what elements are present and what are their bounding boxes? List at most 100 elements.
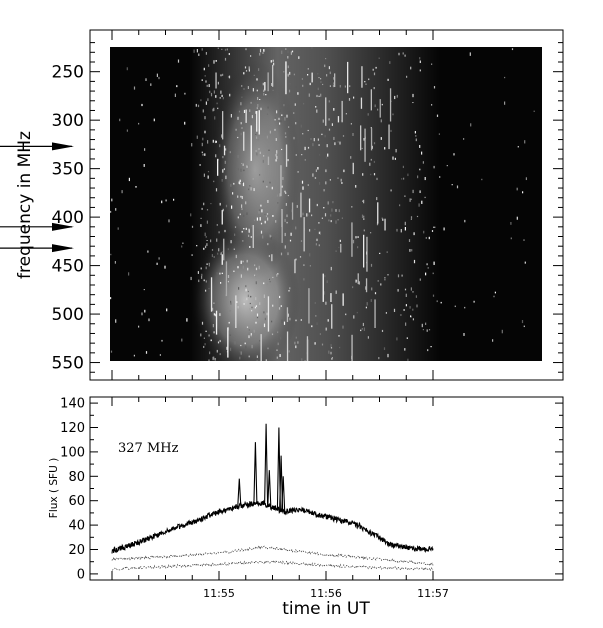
spectrogram-pixel: [234, 233, 236, 236]
spectrogram-pixel: [403, 309, 405, 311]
spectrogram-pixel: [332, 84, 335, 88]
spectrogram-pixel: [143, 289, 145, 291]
spectrogram-pixel: [363, 215, 365, 218]
spectrogram-pixel: [256, 107, 258, 110]
spectrogram-pixel: [201, 79, 203, 82]
flux-tick-label: 80: [68, 470, 85, 485]
spectrogram-pixel: [267, 106, 269, 109]
flux-tick-label: 140: [60, 397, 85, 412]
spectrogram-striation: [235, 295, 237, 328]
spectrogram-pixel: [409, 249, 411, 252]
spectrogram-pixel: [239, 179, 241, 183]
spectrogram-pixel: [262, 235, 264, 239]
spectrogram-pixel: [200, 224, 202, 227]
spectrogram-pixel: [272, 276, 274, 278]
spectrogram-pixel: [249, 185, 251, 187]
spectrogram-pixel: [297, 122, 299, 127]
spectrogram-pixel: [415, 135, 417, 137]
spectrogram-pixel: [266, 312, 268, 316]
spectrogram-pixel: [274, 117, 277, 120]
spectrogram-pixel: [244, 66, 247, 69]
spectrogram-pixel: [255, 267, 258, 271]
spectrogram-pixel: [523, 239, 525, 241]
spectrogram-pixel: [433, 86, 436, 89]
spectrogram-pixel: [237, 116, 239, 120]
spectrogram-pixel: [400, 314, 402, 316]
spectrogram-pixel: [257, 139, 259, 141]
spectrogram-pixel: [493, 295, 495, 298]
spectrogram-pixel: [191, 225, 194, 228]
spectrogram-pixel: [256, 136, 258, 139]
spectrogram-striation: [334, 73, 336, 87]
spectrogram-pixel: [324, 275, 326, 278]
spectrogram-pixel: [378, 357, 380, 360]
spectrogram-pixel: [345, 313, 347, 316]
spectrogram-pixel: [298, 56, 300, 59]
spectrogram-pixel: [208, 334, 210, 337]
spectrogram-pixel: [428, 329, 431, 331]
spectrogram-pixel: [203, 279, 205, 282]
spectrogram-pixel: [373, 87, 375, 90]
spectrogram-pixel: [423, 230, 425, 234]
spectrogram-pixel: [376, 177, 378, 181]
spectrogram-pixel: [396, 228, 398, 232]
spectrogram-pixel: [218, 248, 220, 252]
spectrogram-pixel: [266, 113, 269, 115]
spectrogram-pixel: [207, 140, 209, 144]
spectrogram-pixel: [285, 203, 287, 206]
spectrogram-pixel: [504, 101, 506, 105]
spectrogram-pixel: [451, 184, 453, 186]
spectrogram-striation: [352, 162, 354, 175]
spectrogram-pixel: [287, 65, 289, 69]
spectrogram-pixel: [309, 82, 311, 86]
spectrogram-pixel: [242, 240, 244, 242]
spectrogram-pixel: [265, 94, 267, 96]
spectrogram-pixel: [222, 73, 224, 76]
spectrogram-pixel: [240, 102, 242, 106]
spectrogram-pixel: [304, 146, 306, 151]
spectrogram-pixel: [410, 287, 412, 291]
spectrogram-pixel: [297, 92, 299, 95]
spectrogram-pixel: [425, 237, 427, 239]
spectrogram-pixel: [405, 293, 407, 297]
spectrogram-pixel: [110, 253, 112, 256]
spectrogram-pixel: [385, 312, 387, 314]
spectrogram-pixel: [225, 148, 227, 151]
spectrogram-pixel: [337, 177, 339, 179]
spectrogram-pixel: [202, 137, 204, 141]
spectrogram-pixel: [371, 287, 373, 291]
spectrogram-pixel: [330, 220, 332, 223]
spectrogram-pixel: [422, 329, 424, 331]
spectrogram-pixel: [301, 154, 303, 156]
spectrogram-pixel: [367, 336, 369, 339]
spectrogram-pixel: [217, 47, 219, 50]
spectrogram-pixel: [331, 358, 333, 360]
spectrogram-pixel: [173, 198, 175, 201]
spectrogram-pixel: [248, 329, 250, 331]
spectrogram-pixel: [259, 53, 261, 56]
spectrogram-pixel: [431, 230, 434, 232]
spectrogram-pixel: [433, 261, 435, 265]
spectrogram-striation: [361, 66, 363, 88]
spectrogram-pixel: [266, 135, 268, 139]
spectrogram-pixel: [207, 171, 210, 173]
freq-tick-label: 450: [52, 257, 84, 277]
flux-frame: [89, 396, 564, 581]
spectrogram-striation: [215, 72, 217, 89]
spectrogram-pixel: [246, 165, 248, 168]
spectrogram-pixel: [307, 214, 309, 216]
spectrogram-striation: [341, 100, 343, 123]
spectrogram-pixel: [362, 322, 364, 327]
spectrogram-pixel: [254, 264, 256, 267]
spectrogram-pixel: [245, 70, 248, 72]
spectrogram-pixel: [404, 348, 406, 351]
spectrogram-pixel: [174, 93, 176, 97]
spectrogram-pixel: [331, 208, 333, 212]
spectrogram-pixel: [240, 344, 242, 347]
spectrogram-striation: [306, 336, 309, 361]
spectrogram-pixel: [128, 177, 130, 182]
spectrogram-pixel: [318, 77, 320, 79]
spectrogram-pixel: [501, 329, 503, 334]
spectrogram-pixel: [213, 313, 215, 316]
spectrogram-pixel: [363, 327, 365, 331]
